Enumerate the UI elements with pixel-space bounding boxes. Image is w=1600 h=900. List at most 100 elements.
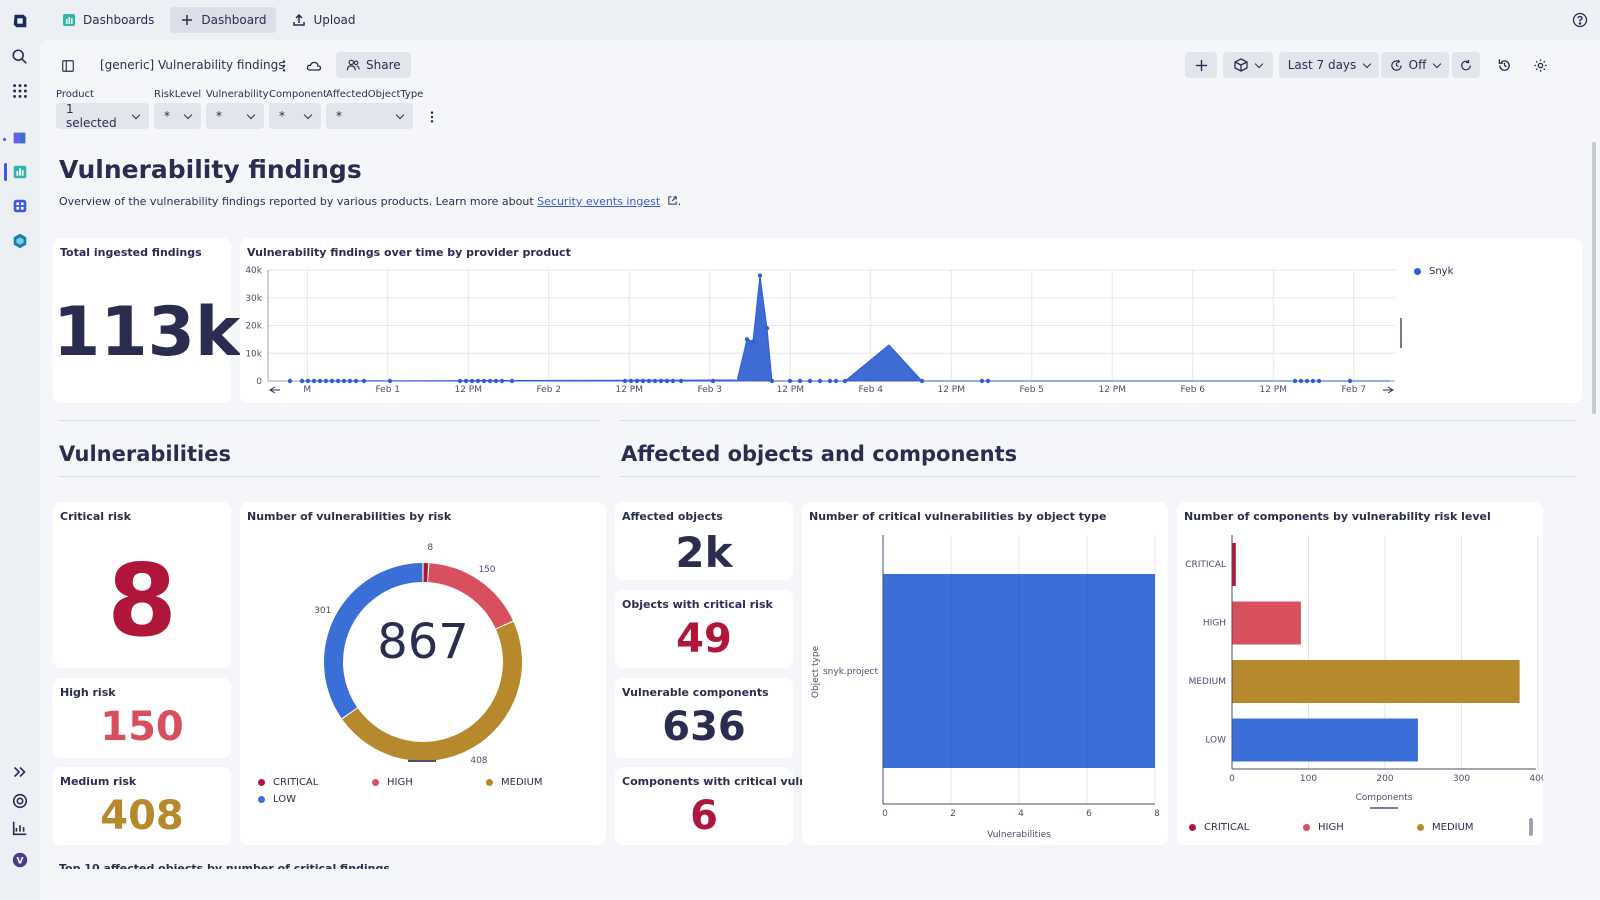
auto-refresh-selector[interactable]: Off [1381, 52, 1449, 78]
timeframe-label: Last 7 days [1287, 58, 1357, 72]
comprisk-x-axis-title: Components [1356, 793, 1413, 803]
users-icon [346, 59, 360, 71]
apps-grid-icon[interactable] [10, 81, 30, 101]
filter-risklevel-select[interactable]: * [154, 103, 201, 129]
snyk-data-point [463, 378, 469, 384]
chevron-down-icon [131, 110, 141, 119]
legend-medium[interactable]: MEDIUM [486, 777, 543, 788]
legend-critical[interactable]: CRITICAL [258, 777, 318, 788]
comprisk-x-tick: 0 [1229, 774, 1235, 784]
dashboard-name[interactable]: [generic] Vulnerability findings [100, 58, 285, 72]
page-scrollbar[interactable] [1592, 142, 1596, 414]
cubes-app-icon[interactable] [10, 128, 30, 148]
snyk-data-point [499, 378, 505, 384]
notebooks-app-icon[interactable] [10, 196, 30, 216]
dashboards-app-icon[interactable] [10, 162, 30, 182]
cloud-save-icon[interactable] [302, 54, 326, 78]
snyk-data-point [658, 378, 664, 384]
snyk-data-point [807, 378, 813, 384]
object-type-chart[interactable]: 0 2 4 6 8 snyk.project Vulnerabilities Object t… [802, 502, 1168, 845]
timeframe-selector[interactable]: Last 7 days [1279, 52, 1379, 78]
filter-vulnerability-select[interactable]: * [206, 103, 264, 129]
comprisk-category-label: MEDIUM [1189, 677, 1226, 687]
security-events-link[interactable]: Security events ingest [537, 195, 661, 208]
filter-affectedobjecttype-value: * [336, 109, 342, 123]
settings-gear-icon[interactable] [1528, 53, 1552, 77]
snyk-data-point [979, 378, 985, 384]
timeline-scroll-right-icon [1383, 386, 1394, 394]
left-rail: V [0, 0, 40, 900]
snyk-data-point [817, 378, 823, 384]
refresh-button[interactable] [1452, 52, 1480, 78]
donut-slice-high [428, 563, 513, 629]
legend-comp-medium[interactable]: MEDIUM [1417, 822, 1474, 833]
filters-more-icon[interactable] [420, 105, 444, 129]
legend-snyk[interactable]: Snyk [1414, 266, 1453, 277]
segment-selector-button[interactable] [1223, 52, 1273, 78]
dynatrace-logo-icon[interactable] [10, 11, 30, 31]
legend-low[interactable]: LOW [258, 794, 296, 805]
filter-affectedobjecttype-select[interactable]: * [326, 103, 413, 129]
legend-comp-critical[interactable]: CRITICAL [1189, 822, 1249, 833]
plus-icon [180, 13, 194, 27]
add-tile-button[interactable] [1185, 52, 1217, 78]
objects-critical-card: Objects with critical risk 49 [615, 590, 793, 668]
affected-objects-value: 2k [675, 528, 733, 577]
chevron-down-icon [303, 110, 313, 119]
risk-donut-chart[interactable]: 8 150 408 301 [240, 522, 606, 782]
expand-rail-icon[interactable] [10, 762, 30, 782]
snyk-data-point [919, 378, 925, 384]
snyk-data-point [323, 378, 329, 384]
snyk-data-point [487, 378, 493, 384]
subtitle-end: . [677, 195, 682, 208]
help-icon[interactable] [1572, 12, 1588, 28]
snyk-data-point [1298, 378, 1304, 384]
timeline-chart[interactable]: 40k 30k 20k 10k 0 M Feb 1 12 PM Feb 2 12 PM Feb 3 1… [240, 238, 1582, 403]
medium-risk-card: Medium risk 408 [53, 767, 231, 845]
components-critical-card: Components with critical vuln... 6 [615, 767, 820, 845]
components-risk-chart[interactable]: 0 100 200 300 400 CRITICAL HIGH MEDIUM LOW Compon… [1177, 502, 1543, 845]
cube-icon [1234, 58, 1248, 72]
new-dashboard-button[interactable]: Dashboard [170, 7, 277, 33]
more-options-icon[interactable] [272, 54, 296, 78]
vulnerable-components-value: 636 [662, 704, 746, 750]
legend-high[interactable]: HIGH [372, 777, 413, 788]
upload-label: Upload [313, 13, 356, 27]
snyk-data-point [347, 378, 353, 384]
legend-comp-medium-label: MEDIUM [1432, 822, 1474, 833]
chevron-down-icon [1363, 59, 1372, 68]
search-icon[interactable] [10, 47, 30, 67]
comprisk-bar-critical [1232, 543, 1236, 586]
legend-scrollbar[interactable] [1529, 818, 1533, 836]
history-icon[interactable] [1492, 53, 1516, 77]
snyk-data-point [469, 378, 475, 384]
security-app-icon[interactable] [10, 231, 30, 251]
legend-high-dot [372, 779, 379, 786]
snyk-data-point [985, 378, 991, 384]
upload-button[interactable]: Upload [282, 7, 365, 33]
components-critical-value: 6 [690, 793, 718, 839]
metrics-icon[interactable] [10, 818, 30, 838]
comprisk-x-tick: 100 [1300, 774, 1317, 784]
dashboards-nav-button[interactable]: Dashboards [52, 7, 164, 33]
sidebar-toggle-icon[interactable] [56, 54, 80, 78]
snyk-data-point [1304, 378, 1310, 384]
support-icon[interactable] [10, 791, 30, 811]
legend-comp-high[interactable]: HIGH [1303, 822, 1344, 833]
snyk-data-point [305, 378, 311, 384]
filter-component-select[interactable]: * [269, 103, 321, 129]
comprisk-category-label: CRITICAL [1185, 560, 1226, 570]
filter-product-select[interactable]: 1 selected [56, 102, 149, 130]
timeline-x-tick: M [303, 385, 311, 395]
snyk-data-point [670, 378, 676, 384]
share-button[interactable]: Share [336, 52, 411, 78]
donut-label-low: 301 [314, 606, 331, 616]
user-avatar-icon[interactable]: V [10, 850, 30, 870]
snyk-data-point [387, 378, 393, 384]
vulnerable-components-title: Vulnerable components [622, 686, 769, 699]
timeline-x-tick: 12 PM [454, 385, 482, 395]
snyk-data-point [710, 378, 716, 384]
external-link-icon [668, 196, 677, 205]
snyk-data-point [493, 378, 499, 384]
legend-comp-critical-dot [1189, 824, 1196, 831]
